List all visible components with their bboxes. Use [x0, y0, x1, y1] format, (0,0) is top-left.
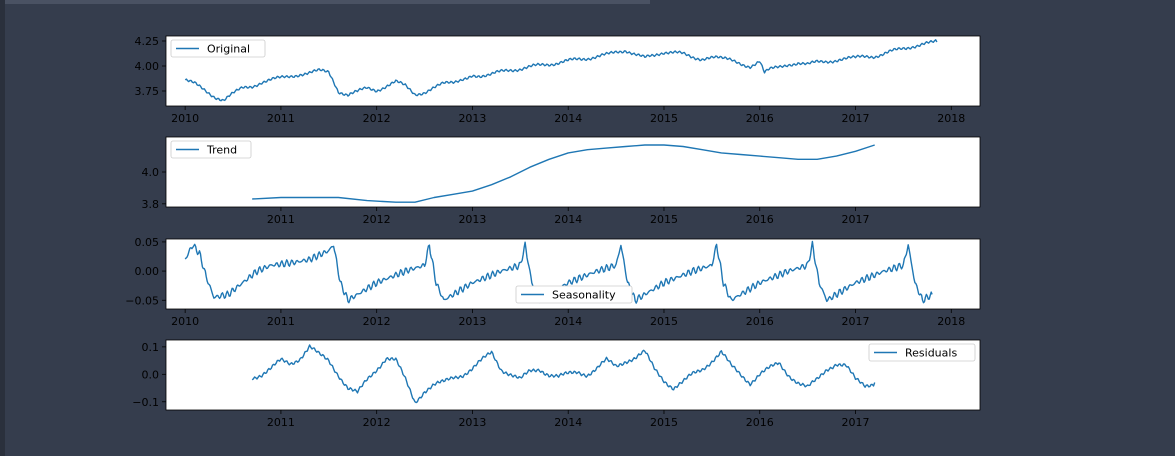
x-tick-label: 2011: [267, 315, 295, 328]
x-tick-label: 2015: [650, 213, 678, 226]
y-tick-label: 0.0: [142, 368, 160, 381]
x-tick-label: 2011: [267, 112, 295, 125]
legend-label: Seasonality: [552, 289, 616, 302]
x-tick-label: 2011: [267, 213, 295, 226]
x-tick-label: 2017: [842, 315, 870, 328]
x-tick-label: 2015: [650, 315, 678, 328]
y-tick-label: 4.00: [135, 60, 160, 73]
y-tick-label: 4.0: [142, 166, 160, 179]
x-tick-label: 2018: [937, 315, 965, 328]
y-tick-label: 3.75: [135, 85, 160, 98]
x-tick-label: 2014: [554, 213, 582, 226]
x-tick-label: 2010: [171, 315, 199, 328]
left-edge: [0, 0, 5, 456]
x-tick-label: 2012: [363, 416, 391, 429]
x-tick-label: 2017: [842, 213, 870, 226]
x-tick-label: 2014: [554, 315, 582, 328]
x-tick-label: 2016: [746, 416, 774, 429]
x-tick-label: 2016: [746, 213, 774, 226]
subplot-seasonality: 2010 2011 2012 2013 2014 2015 2016 2017 2018 −0.0…: [125, 236, 981, 328]
series-line: [252, 144, 875, 203]
x-tick-label: 2014: [554, 416, 582, 429]
x-tick-label: 2012: [363, 112, 391, 125]
legend-label: Original: [207, 43, 250, 56]
legend: Residuals: [868, 343, 976, 362]
y-tick-label: −0.05: [125, 294, 159, 307]
x-tick-label: 2011: [267, 416, 295, 429]
subplot-residuals: 2011 2012 2013 2014 2015 2016 2017 −0.1 0.0 0.1 Re…: [132, 339, 981, 429]
plot-area: [165, 35, 981, 107]
legend-label: Trend: [206, 144, 237, 157]
y-tick-label: 4.25: [135, 35, 160, 48]
x-tick-label: 2012: [363, 315, 391, 328]
y-tick-label: 0.1: [142, 341, 160, 354]
y-tick-label: −0.1: [132, 396, 159, 409]
x-tick-label: 2013: [458, 416, 486, 429]
y-tick-label: 0.00: [135, 265, 160, 278]
legend: Original: [170, 39, 266, 58]
legend: Trend: [170, 140, 252, 159]
top-strip: [0, 0, 650, 4]
legend-label: Residuals: [905, 347, 957, 360]
x-tick-label: 2016: [746, 112, 774, 125]
subplot-trend: 2011 2012 2013 2014 2015 2016 2017 3.8 4.0 Trend: [142, 136, 981, 226]
x-tick-label: 2017: [842, 416, 870, 429]
x-tick-label: 2013: [458, 112, 486, 125]
plot-area: [165, 136, 981, 208]
x-tick-label: 2017: [842, 112, 870, 125]
series-line: [251, 344, 876, 404]
x-tick-label: 2013: [458, 213, 486, 226]
legend-box: [170, 39, 266, 58]
x-tick-label: 2018: [937, 112, 965, 125]
x-tick-label: 2010: [171, 112, 199, 125]
x-tick-label: 2013: [458, 315, 486, 328]
x-tick-label: 2012: [363, 213, 391, 226]
x-tick-label: 2015: [650, 416, 678, 429]
legend: Seasonality: [515, 285, 633, 304]
x-tick-label: 2016: [746, 315, 774, 328]
legend-box: [868, 343, 976, 362]
x-tick-label: 2015: [650, 112, 678, 125]
legend-box: [170, 140, 252, 159]
x-tick-label: 2014: [554, 112, 582, 125]
plot-area: [165, 339, 981, 411]
y-tick-label: 0.05: [135, 236, 160, 249]
subplot-original: 2010 2011 2012 2013 2014 2015 2016 2017 2018 3.75…: [135, 35, 981, 125]
y-tick-label: 3.8: [142, 198, 160, 211]
legend-box: [515, 285, 633, 304]
series-line: [184, 39, 938, 102]
